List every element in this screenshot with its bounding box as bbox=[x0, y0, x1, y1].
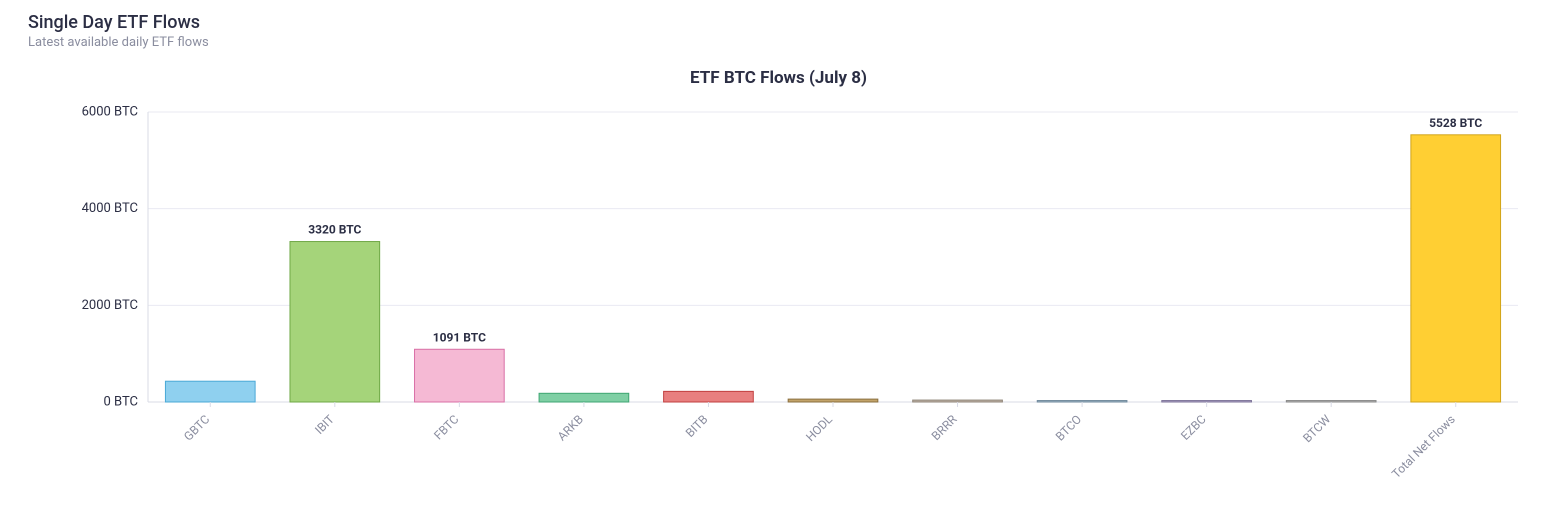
chart-svg: 0 BTC 2000 BTC 4000 BTC 6000 BTC GBTC 3320 BT… bbox=[28, 102, 1528, 492]
bar bbox=[1411, 135, 1501, 402]
x-tick-label: BTCO bbox=[1053, 412, 1084, 443]
y-tick-label: 6000 BTC bbox=[82, 104, 138, 119]
bar-value-label: 3320 BTC bbox=[308, 223, 361, 237]
y-tick-label: 4000 BTC bbox=[82, 201, 138, 216]
y-tick-label: 0 BTC bbox=[104, 394, 139, 409]
bar bbox=[913, 400, 1003, 402]
bar bbox=[539, 393, 629, 402]
x-tick-label: IBIT bbox=[312, 412, 337, 437]
bar bbox=[788, 399, 878, 402]
page-subtitle: Latest available daily ETF flows bbox=[28, 35, 1529, 50]
x-tick-label: Total Net Flows bbox=[1389, 412, 1458, 481]
x-tick-label: EZBC bbox=[1178, 412, 1209, 443]
bar-value-label: 1091 BTC bbox=[433, 330, 486, 344]
x-tick-label: FBTC bbox=[431, 412, 461, 442]
bar bbox=[664, 391, 754, 402]
x-tick-label: BITB bbox=[683, 412, 711, 440]
bar bbox=[1162, 401, 1252, 402]
y-tick-label: 2000 BTC bbox=[82, 298, 138, 313]
x-tick-label: BRRR bbox=[929, 412, 960, 443]
bar bbox=[290, 242, 380, 402]
bar bbox=[165, 381, 255, 402]
x-tick-label: ARKB bbox=[555, 412, 586, 443]
etf-flows-bar-chart: 0 BTC 2000 BTC 4000 BTC 6000 BTC GBTC 3320 BT… bbox=[28, 102, 1529, 492]
x-tick-label: GBTC bbox=[181, 412, 212, 443]
page-title: Single Day ETF Flows bbox=[28, 12, 1529, 33]
chart-title: ETF BTC Flows (July 8) bbox=[28, 68, 1529, 88]
bar bbox=[415, 349, 505, 402]
page-header: Single Day ETF Flows Latest available da… bbox=[28, 12, 1529, 50]
x-tick-label: BTCW bbox=[1300, 412, 1333, 445]
x-tick-label: HODL bbox=[803, 412, 835, 444]
bar-value-label: 5528 BTC bbox=[1429, 116, 1482, 130]
bar bbox=[1286, 401, 1376, 402]
bar bbox=[1037, 401, 1127, 402]
